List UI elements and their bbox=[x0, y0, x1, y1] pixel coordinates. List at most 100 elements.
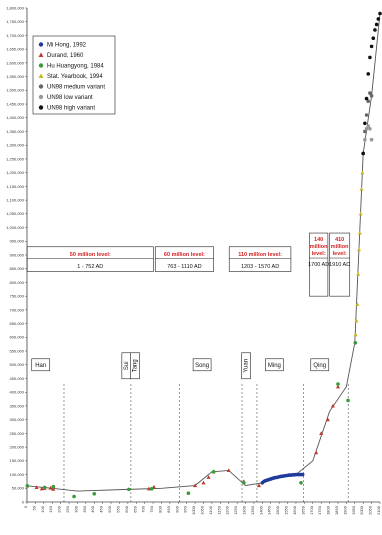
y-tick-label: 1,100,000 bbox=[6, 198, 25, 203]
x-tick-label: 1250 bbox=[233, 505, 238, 515]
x-tick-label: 100 bbox=[40, 505, 45, 512]
dynasty-label-box bbox=[31, 358, 51, 372]
y-tick-label: 250,000 bbox=[10, 431, 25, 436]
data-point bbox=[353, 341, 358, 345]
x-tick-label: 450 bbox=[99, 505, 104, 512]
x-tick-label: 1100 bbox=[208, 505, 213, 514]
dynasty-label: Sui bbox=[124, 361, 130, 370]
y-tick-label: 1,800,000 bbox=[6, 5, 25, 10]
legend-label: Stat. Yearbook, 1994 bbox=[47, 74, 103, 80]
y-tick-label: 1,250,000 bbox=[6, 156, 25, 161]
data-point bbox=[211, 470, 216, 474]
data-point bbox=[373, 28, 377, 32]
x-tick-label: 50 bbox=[31, 505, 36, 510]
level-band-box bbox=[309, 232, 329, 297]
data-point bbox=[376, 17, 381, 21]
level-band-box bbox=[154, 246, 214, 272]
y-tick-label: 1,550,000 bbox=[6, 74, 25, 79]
x-tick-label: 1300 bbox=[242, 505, 247, 515]
level-band-title: 140 million level: bbox=[310, 237, 328, 257]
y-tick-label: 300,000 bbox=[10, 417, 25, 422]
dynasty-label: Tang bbox=[133, 359, 139, 372]
dynasty-label: Yuan bbox=[244, 359, 250, 373]
legend-marker bbox=[38, 42, 44, 47]
data-point bbox=[360, 170, 365, 175]
legend-label: UN98 low variant bbox=[47, 95, 93, 101]
x-tick-label: 1950 bbox=[351, 505, 356, 515]
data-point bbox=[51, 484, 56, 489]
legend-label: Hu Huangyong, 1984 bbox=[47, 64, 104, 70]
y-tick-label: 950,000 bbox=[10, 239, 25, 244]
dynasty-label: Song bbox=[195, 363, 209, 369]
x-tick-label: 300 bbox=[73, 505, 78, 512]
level-band-range: 763 - 1110 AD bbox=[167, 264, 201, 270]
data-point bbox=[355, 302, 360, 306]
data-point bbox=[300, 472, 305, 477]
y-tick-label: 100,000 bbox=[10, 472, 25, 477]
data-point bbox=[364, 113, 369, 117]
data-point bbox=[366, 72, 371, 76]
level-band-title: 110 million level: bbox=[238, 252, 282, 258]
x-tick-label: 1900 bbox=[342, 505, 347, 515]
data-point bbox=[366, 99, 371, 104]
x-tick-label: 350 bbox=[82, 505, 87, 512]
level-band-title: 60 million level: bbox=[164, 252, 205, 258]
data-point bbox=[371, 36, 376, 40]
level-band-range: 1 - 752 AD bbox=[77, 264, 103, 270]
data-point bbox=[48, 485, 53, 490]
data-point bbox=[92, 491, 97, 496]
data-point bbox=[193, 483, 198, 488]
data-point bbox=[353, 332, 358, 337]
data-point bbox=[242, 480, 246, 485]
y-tick-label: 1,000,000 bbox=[6, 225, 25, 230]
x-tick-label: 250 bbox=[65, 505, 70, 512]
data-point bbox=[325, 417, 330, 422]
level-band-range: 1700 AD bbox=[308, 262, 329, 268]
legend-marker bbox=[38, 63, 44, 68]
data-point bbox=[363, 121, 367, 126]
y-tick-label: 500,000 bbox=[10, 362, 25, 367]
x-tick-label: 850 bbox=[166, 505, 171, 512]
x-tick-label: 1600 bbox=[292, 505, 297, 515]
x-tick-label: 700 bbox=[141, 505, 146, 512]
data-point bbox=[368, 126, 372, 131]
legend-box bbox=[32, 35, 116, 115]
data-point bbox=[358, 211, 363, 216]
data-point bbox=[364, 126, 369, 131]
y-tick-label: 1,750,000 bbox=[6, 19, 25, 24]
x-tick-label: 1450 bbox=[267, 505, 272, 515]
x-tick-label: 950 bbox=[183, 505, 188, 512]
x-tick-label: 600 bbox=[124, 505, 129, 512]
data-point bbox=[354, 318, 359, 323]
data-point bbox=[364, 96, 369, 101]
level-bands: 50 million level: 1 - 752 AD 60 million le… bbox=[26, 232, 351, 297]
level-band-box bbox=[228, 246, 292, 272]
x-tick-label: 550 bbox=[115, 505, 120, 512]
legend-label: UN98 high variant bbox=[47, 106, 95, 112]
x-tick-label: 1550 bbox=[284, 505, 289, 515]
y-tick-label: 800,000 bbox=[10, 280, 25, 285]
data-point bbox=[369, 94, 374, 98]
dynasty-label-box bbox=[192, 358, 212, 372]
data-point bbox=[206, 475, 211, 479]
data-point bbox=[356, 272, 361, 276]
data-point bbox=[51, 486, 56, 491]
dynasty-labels: Han Sui Tang Song Yuan Ming Qing bbox=[31, 352, 330, 380]
x-tick-label: 1200 bbox=[225, 505, 230, 515]
data-point bbox=[357, 230, 362, 235]
y-tick-label: 600,000 bbox=[10, 335, 25, 340]
legend-marker bbox=[38, 73, 44, 78]
x-tick-label: 0 bbox=[23, 505, 28, 508]
legend-marker bbox=[38, 94, 44, 100]
x-tick-label: 150 bbox=[48, 505, 53, 512]
y-tick-label: 900,000 bbox=[10, 252, 25, 257]
level-band-box bbox=[26, 246, 154, 272]
legend-marker bbox=[38, 52, 44, 57]
level-band-box bbox=[329, 232, 351, 297]
data-point bbox=[299, 480, 303, 485]
level-band-range: 1910 AD bbox=[329, 262, 350, 268]
level-band-title: 410 million level: bbox=[331, 237, 349, 257]
x-tick-label: 1050 bbox=[200, 505, 205, 515]
data-point bbox=[368, 91, 372, 95]
